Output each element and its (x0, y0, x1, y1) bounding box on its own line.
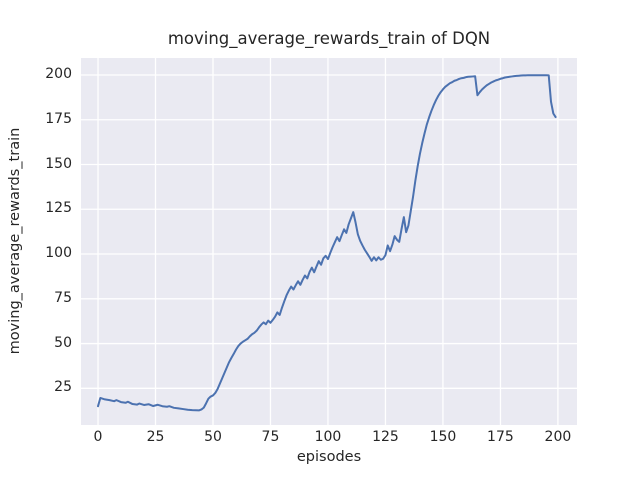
x-tick-label: 50 (204, 429, 222, 445)
x-tick-label: 150 (429, 429, 457, 445)
y-tick-label: 75 (54, 289, 72, 306)
x-tick-label: 200 (544, 429, 572, 445)
y-tick-label: 50 (54, 334, 72, 351)
x-tick-label: 125 (372, 429, 399, 445)
y-tick-label: 200 (45, 66, 72, 82)
x-tick-label: 0 (93, 429, 103, 445)
line-chart-canvas (81, 58, 577, 425)
y-tick-label: 25 (54, 379, 72, 396)
x-tick-label: 100 (314, 429, 342, 445)
x-tick-label: 175 (487, 429, 514, 445)
dqn-series-line (97, 74, 557, 412)
x-tick-label: 25 (146, 429, 165, 445)
x-tick-label: 75 (261, 429, 280, 445)
x-axis-label: episodes (296, 449, 362, 465)
y-tick-label: 150 (45, 155, 72, 172)
y-tick-label: 175 (45, 110, 72, 127)
plot-area (81, 58, 577, 425)
y-axis-label: moving_average_rewards_train (7, 127, 23, 355)
y-tick-label: 100 (45, 245, 72, 262)
y-tick-label: 125 (45, 200, 72, 217)
chart-title: moving_average_rewards_train of DQN (167, 29, 491, 48)
